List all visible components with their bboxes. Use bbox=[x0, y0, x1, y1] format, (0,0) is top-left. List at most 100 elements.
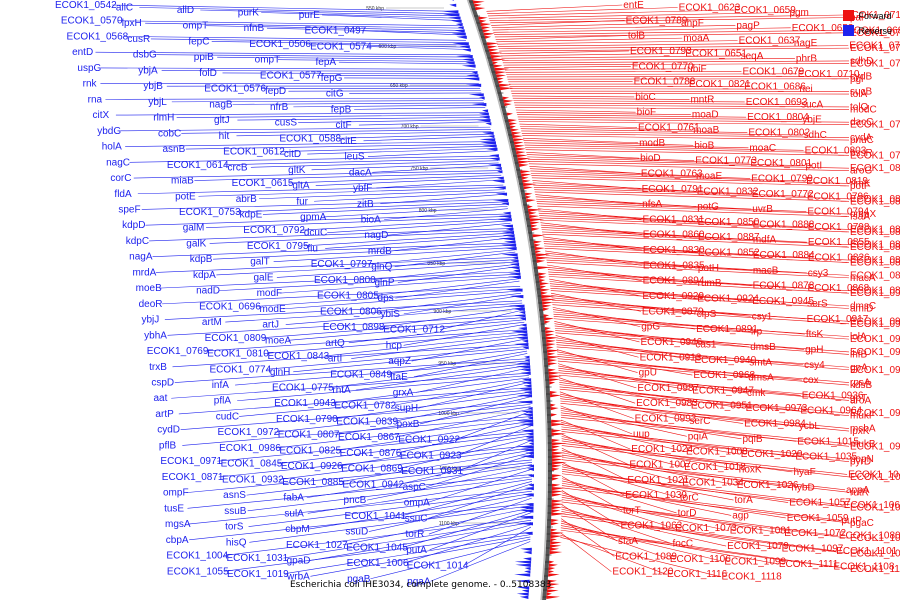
forward-gene-arrow bbox=[529, 218, 545, 222]
forward-gene-arrow bbox=[495, 71, 507, 75]
forward-gene-arrow bbox=[543, 317, 555, 321]
forward-gene-label: ECOK1_0886 bbox=[850, 240, 900, 251]
reverse-label-line bbox=[463, 526, 532, 566]
forward-gene-label: ECOK1_1044 bbox=[848, 469, 900, 480]
forward-label-line bbox=[558, 372, 850, 399]
forward-label-line bbox=[522, 135, 850, 141]
reverse-label-line bbox=[430, 541, 531, 582]
forward-label-line bbox=[504, 65, 631, 69]
forward-label-line bbox=[521, 130, 803, 136]
forward-gene-label: ECOK1_0852 bbox=[698, 248, 760, 259]
forward-gene-label: ECOK1_1086 bbox=[850, 533, 900, 544]
forward-gene-arrow bbox=[525, 195, 531, 199]
forward-gene-label: sucA bbox=[801, 99, 824, 110]
reverse-gene-label: nadD bbox=[196, 286, 220, 297]
forward-gene-label: ECOK1_1012 bbox=[850, 472, 900, 483]
forward-gene-label: ECOK1_1108 bbox=[833, 561, 894, 572]
forward-label-line bbox=[525, 149, 850, 156]
forward-label-line bbox=[561, 501, 850, 539]
forward-gene-label: ECOK1_0623 bbox=[679, 3, 741, 14]
reverse-gene-arrow bbox=[471, 103, 487, 107]
reverse-label-line bbox=[217, 430, 532, 462]
forward-gene-label: ECOK1_0823 bbox=[850, 224, 900, 235]
reverse-label-line bbox=[156, 54, 472, 58]
reverse-gene-label: ECOK1_0867 bbox=[338, 432, 400, 443]
forward-gene-arrow bbox=[548, 368, 556, 372]
reverse-gene-label: nfnB bbox=[244, 23, 265, 34]
reverse-label-line bbox=[306, 43, 469, 48]
reverse-gene-arrow bbox=[451, 32, 466, 36]
reverse-gene-label: asnS bbox=[223, 490, 246, 501]
reverse-label-line bbox=[273, 247, 515, 262]
forward-label-line bbox=[561, 464, 679, 498]
forward-label-line bbox=[551, 297, 751, 317]
forward-gene-arrow bbox=[548, 371, 561, 375]
forward-label-line bbox=[560, 403, 850, 432]
reverse-label-line bbox=[315, 177, 502, 186]
reverse-label-line bbox=[309, 522, 532, 561]
forward-gene-label: cydA bbox=[850, 133, 873, 144]
reverse-label-line bbox=[256, 288, 521, 307]
reverse-label-line bbox=[216, 259, 517, 276]
reverse-gene-label: glnP bbox=[374, 277, 394, 288]
reverse-gene-label: ECOK1_0795 bbox=[247, 241, 309, 252]
forward-gene-arrow bbox=[540, 288, 550, 292]
reverse-gene-label: ECOK1_1055 bbox=[167, 566, 229, 577]
forward-label-line bbox=[500, 50, 629, 54]
reverse-gene-label: nagD bbox=[364, 230, 388, 241]
legend: Forward Reverse bbox=[843, 8, 892, 38]
reverse-gene-label: pflA bbox=[214, 396, 232, 407]
forward-gene-arrow bbox=[546, 339, 556, 343]
forward-gene-label: ECOK1_0889 bbox=[850, 286, 900, 297]
reverse-gene-label: ybjJ bbox=[141, 315, 159, 326]
reverse-gene-arrow bbox=[524, 355, 530, 359]
reverse-gene-arrow bbox=[528, 442, 534, 446]
forward-gene-label: sdhC bbox=[804, 130, 827, 141]
reverse-gene-arrow bbox=[527, 464, 534, 468]
reverse-gene-label: gltA bbox=[292, 181, 310, 192]
reverse-label-line bbox=[225, 302, 523, 323]
reverse-label-line bbox=[185, 143, 495, 150]
forward-gene-label: ECOK1_1039 bbox=[625, 490, 687, 501]
reverse-gene-arrow bbox=[500, 224, 513, 228]
reverse-label-line bbox=[367, 46, 469, 50]
forward-gene-label: bioD bbox=[640, 153, 661, 164]
reverse-label-line bbox=[139, 7, 458, 14]
forward-gene-label: csy3 bbox=[808, 268, 829, 279]
forward-gene-label: ECOK1_1088 bbox=[850, 549, 900, 560]
forward-label-line bbox=[561, 436, 684, 468]
reverse-gene-label: ECOK1_0971 bbox=[160, 456, 222, 467]
reverse-gene-label: ECOK1_0769 bbox=[147, 346, 209, 357]
reverse-gene-arrow bbox=[519, 509, 534, 513]
reverse-gene-arrow bbox=[468, 93, 484, 97]
reverse-gene-label: ltaE bbox=[391, 372, 409, 383]
forward-gene-arrow bbox=[530, 221, 540, 225]
reverse-gene-arrow bbox=[489, 154, 499, 158]
forward-label-line bbox=[559, 386, 850, 414]
forward-gene-label: ECOK1_1089 bbox=[615, 551, 677, 562]
forward-label-line bbox=[552, 304, 850, 325]
forward-label-line bbox=[561, 504, 618, 542]
reverse-gene-arrow bbox=[516, 586, 530, 590]
reverse-label-line bbox=[310, 536, 531, 577]
forward-gene-label: ECOK1_0993 bbox=[635, 414, 697, 425]
reverse-label-line bbox=[363, 136, 493, 142]
reverse-gene-label: ECOK1_0931 bbox=[401, 466, 463, 477]
reverse-gene-label: ECOK1_0792 bbox=[243, 225, 305, 236]
scale-tick-label: 1000 kbp bbox=[438, 411, 459, 417]
forward-label-line bbox=[561, 478, 677, 514]
reverse-gene-arrow bbox=[497, 170, 503, 174]
forward-gene-arrow bbox=[544, 327, 551, 331]
forward-gene-label: seqA bbox=[741, 51, 764, 62]
reverse-gene-label: fepD bbox=[265, 86, 286, 97]
forward-label-line bbox=[527, 158, 805, 166]
reverse-label-line bbox=[222, 72, 477, 75]
reverse-label-line bbox=[293, 348, 527, 373]
reverse-gene-label: hisQ bbox=[226, 537, 247, 548]
reverse-label-line bbox=[115, 112, 487, 116]
forward-gene-label: ECOK1_0976 bbox=[850, 408, 900, 419]
reverse-label-line bbox=[194, 172, 501, 181]
forward-gene-label: ECOK1_0693 bbox=[746, 97, 808, 108]
reverse-gene-label: citE bbox=[340, 136, 357, 147]
forward-gene-label: ECOK1_0836 bbox=[850, 227, 900, 238]
